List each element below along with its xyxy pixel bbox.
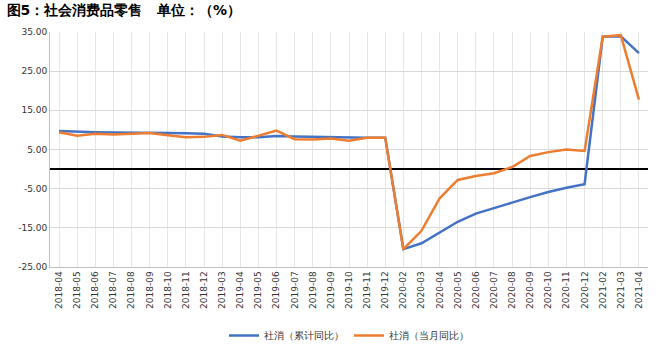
svg-text:2021-03: 2021-03 bbox=[616, 271, 626, 309]
svg-text:2018-04: 2018-04 bbox=[54, 271, 64, 309]
svg-text:35.00: 35.00 bbox=[21, 27, 47, 37]
svg-text:2020-02: 2020-02 bbox=[398, 271, 408, 309]
svg-text:-5.00: -5.00 bbox=[24, 184, 48, 194]
svg-text:2019-08: 2019-08 bbox=[308, 271, 318, 309]
svg-text:2019-04: 2019-04 bbox=[235, 271, 245, 309]
svg-text:-25.00: -25.00 bbox=[18, 262, 47, 272]
svg-text:图5：社会消费品零售 单位：（%）: 图5：社会消费品零售 单位：（%） bbox=[7, 2, 241, 18]
svg-text:2018-07: 2018-07 bbox=[108, 271, 118, 309]
svg-text:2020-03: 2020-03 bbox=[416, 271, 426, 309]
svg-text:2021-02: 2021-02 bbox=[598, 271, 608, 309]
svg-text:2018-08: 2018-08 bbox=[126, 271, 136, 309]
svg-text:2020-05: 2020-05 bbox=[453, 271, 463, 309]
svg-text:社消（当月同比）: 社消（当月同比） bbox=[389, 330, 469, 341]
svg-text:2018-11: 2018-11 bbox=[181, 271, 191, 309]
svg-text:2019-07: 2019-07 bbox=[290, 271, 300, 309]
svg-text:2019-06: 2019-06 bbox=[271, 271, 281, 309]
svg-text:2020-06: 2020-06 bbox=[471, 271, 481, 309]
svg-text:2019-12: 2019-12 bbox=[380, 271, 390, 309]
svg-text:2018-06: 2018-06 bbox=[90, 271, 100, 309]
svg-text:2020-08: 2020-08 bbox=[507, 271, 517, 309]
svg-text:5.00: 5.00 bbox=[27, 145, 47, 155]
svg-text:2020-10: 2020-10 bbox=[543, 271, 553, 309]
svg-text:2018-10: 2018-10 bbox=[163, 271, 173, 309]
svg-text:社消（累计同比）: 社消（累计同比） bbox=[264, 330, 344, 341]
svg-text:2020-04: 2020-04 bbox=[435, 271, 445, 309]
svg-text:2020-11: 2020-11 bbox=[561, 271, 571, 309]
svg-text:2018-12: 2018-12 bbox=[199, 271, 209, 309]
svg-text:2021-04: 2021-04 bbox=[634, 271, 644, 309]
svg-text:2020-12: 2020-12 bbox=[580, 271, 590, 309]
svg-text:25.00: 25.00 bbox=[21, 66, 47, 76]
svg-text:2019-03: 2019-03 bbox=[217, 271, 227, 309]
svg-text:-15.00: -15.00 bbox=[18, 223, 47, 233]
svg-text:2018-09: 2018-09 bbox=[145, 271, 155, 309]
svg-text:2019-10: 2019-10 bbox=[344, 271, 354, 309]
svg-text:2020-09: 2020-09 bbox=[525, 271, 535, 309]
svg-text:15.00: 15.00 bbox=[21, 105, 47, 115]
svg-text:2020-07: 2020-07 bbox=[489, 271, 499, 309]
svg-text:2019-11: 2019-11 bbox=[362, 271, 372, 309]
svg-text:2019-09: 2019-09 bbox=[326, 271, 336, 309]
svg-text:2018-05: 2018-05 bbox=[72, 271, 82, 309]
svg-text:2019-05: 2019-05 bbox=[253, 271, 263, 309]
